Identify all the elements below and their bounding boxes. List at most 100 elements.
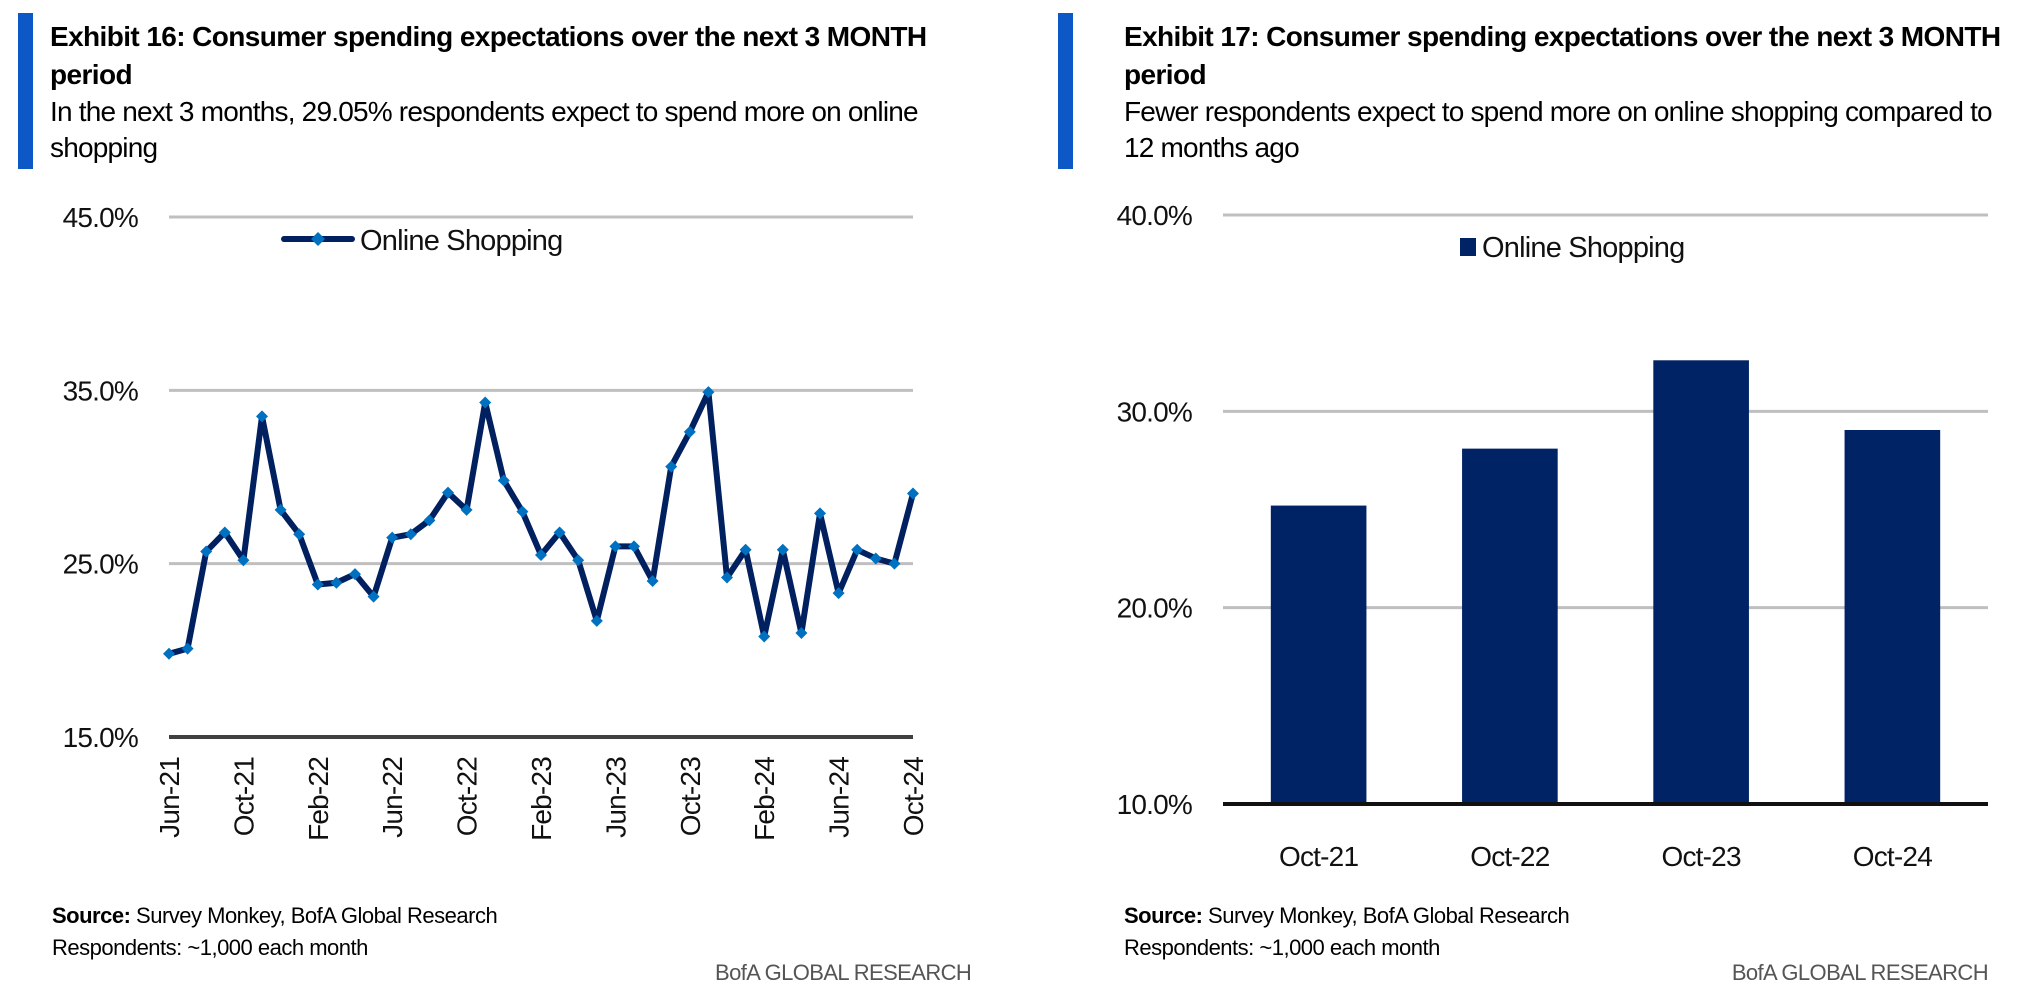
source-text: Survey Monkey, BofA Global Research	[130, 903, 498, 928]
exhibit-header: Exhibit 17: Consumer spending expectatio…	[1124, 18, 2024, 166]
legend: Online Shopping	[1460, 232, 1685, 264]
data-point-marker	[218, 526, 231, 539]
y-tick-label: 20.0%	[1117, 593, 1192, 624]
data-point-marker	[200, 545, 213, 558]
data-point-marker	[702, 386, 715, 399]
exhibit-footer: Source: Survey Monkey, BofA Global Resea…	[1124, 900, 1570, 964]
source-label: Source:	[1124, 903, 1203, 928]
data-point-marker	[293, 528, 306, 541]
exhibit-accent-bar	[1058, 13, 1073, 169]
legend-label: Online Shopping	[1482, 232, 1684, 264]
data-point-marker	[851, 543, 864, 556]
data-point-marker	[628, 540, 640, 553]
source-text: Survey Monkey, BofA Global Research	[1202, 903, 1570, 928]
brand-label: BofA GLOBAL RESEARCH	[1731, 960, 1989, 985]
exhibit-title: Exhibit 16: Consumer spending expectatio…	[50, 21, 927, 90]
source-label: Source:	[52, 903, 131, 928]
data-point-marker	[739, 543, 752, 556]
data-point-marker	[274, 503, 287, 516]
x-tick-label: Jun-21	[154, 757, 185, 838]
data-point-marker	[163, 647, 175, 660]
data-point-marker	[516, 505, 529, 518]
data-point-marker	[646, 575, 659, 587]
x-tick-label: Oct-24	[1853, 841, 1932, 872]
data-point-marker	[256, 410, 268, 423]
y-tick-label: 25.0%	[63, 549, 138, 580]
data-point-marker	[479, 396, 492, 409]
exhibit-title: Exhibit 17: Consumer spending expectatio…	[1124, 21, 2001, 90]
brand-label: BofA GLOBAL RESEARCH	[715, 960, 972, 985]
data-point-marker	[869, 552, 882, 565]
data-point-marker	[888, 557, 901, 570]
x-tick-label: Oct-21	[228, 757, 259, 836]
bar-oct-22	[1462, 448, 1558, 804]
x-tick-label: Oct-23	[1662, 841, 1741, 872]
data-point-marker	[460, 503, 473, 516]
respondents-note: Respondents: ~1,000 each month	[1124, 935, 1440, 960]
data-point-marker	[721, 571, 733, 584]
data-point-marker	[590, 614, 603, 627]
data-point-marker	[609, 540, 622, 553]
legend-swatch	[1460, 238, 1476, 256]
data-point-marker	[404, 528, 417, 541]
x-tick-label: Feb-24	[749, 757, 780, 841]
data-point-marker	[423, 514, 436, 527]
respondents-note: Respondents: ~1,000 each month	[52, 935, 368, 960]
y-tick-label: 10.0%	[1117, 789, 1192, 820]
bar-oct-23	[1653, 360, 1749, 804]
data-point-marker	[386, 531, 399, 544]
bar-oct-21	[1270, 505, 1367, 804]
data-point-marker	[758, 630, 771, 643]
legend: Online Shopping	[281, 225, 563, 257]
bar-chart-online-shopping: 10.0% 20.0% 30.0% 40.0% Oct-21 Oct-22 Oct-23 Oc…	[1117, 200, 1988, 872]
x-tick-label: Oct-22	[452, 757, 483, 836]
data-point-marker	[832, 587, 845, 600]
data-point-marker	[349, 568, 361, 581]
y-tick-label: 40.0%	[1117, 200, 1192, 231]
x-tick-label: Oct-23	[675, 757, 706, 836]
exhibit-16: Exhibit 16: Consumer spending expectatio…	[18, 13, 990, 985]
exhibit-17: Exhibit 17: Consumer spending expectatio…	[1040, 0, 2038, 1008]
data-point-marker	[497, 474, 510, 487]
data-point-marker	[776, 543, 789, 556]
exhibit-header: Exhibit 16: Consumer spending expectatio…	[50, 18, 990, 166]
x-tick-label: Feb-23	[526, 757, 557, 841]
x-tick-label: Oct-21	[1279, 841, 1358, 872]
data-point-marker	[330, 576, 343, 589]
source-line: Source: Survey Monkey, BofA Global Resea…	[1124, 900, 1570, 932]
legend-label: Online Shopping	[360, 225, 562, 257]
y-tick-label: 15.0%	[63, 722, 138, 753]
data-point-marker	[553, 526, 566, 539]
data-point-marker	[442, 486, 454, 499]
x-tick-label: Oct-24	[898, 757, 929, 836]
data-point-marker	[907, 487, 919, 500]
data-point-marker	[683, 425, 696, 438]
x-tick-label: Feb-22	[303, 757, 334, 841]
series-line-online-shopping	[168, 389, 916, 657]
y-tick-label: 45.0%	[63, 202, 138, 233]
exhibit-subtitle: Fewer respondents expect to spend more o…	[1124, 96, 1993, 163]
data-point-marker	[814, 507, 826, 520]
y-tick-label: 30.0%	[1117, 396, 1192, 427]
legend-marker-swatch	[311, 232, 325, 246]
exhibit-accent-bar	[18, 13, 33, 169]
data-point-marker	[795, 627, 808, 639]
exhibit-subtitle: In the next 3 months, 29.05% respondents…	[50, 96, 919, 163]
data-point-marker	[572, 554, 585, 567]
source-line: Source: Survey Monkey, BofA Global Resea…	[52, 900, 498, 932]
x-tick-label: Jun-23	[600, 757, 631, 838]
data-point-marker	[311, 578, 324, 591]
x-tick-label: Jun-22	[377, 757, 408, 838]
data-point-marker	[181, 642, 194, 655]
data-point-marker	[237, 554, 250, 567]
y-tick-label: 35.0%	[63, 375, 138, 406]
data-point-marker	[535, 549, 547, 561]
line-chart-online-shopping: 15.0% 25.0% 35.0% 45.0% Jun-21 Oct-21 Feb-22 Ju…	[63, 202, 929, 841]
data-point-marker	[665, 460, 678, 473]
x-tick-label: Oct-22	[1470, 841, 1549, 872]
x-tick-label: Jun-24	[824, 757, 855, 838]
exhibit-footer: Source: Survey Monkey, BofA Global Resea…	[52, 900, 498, 964]
bar-oct-24	[1844, 429, 1941, 804]
data-point-marker	[367, 590, 380, 603]
